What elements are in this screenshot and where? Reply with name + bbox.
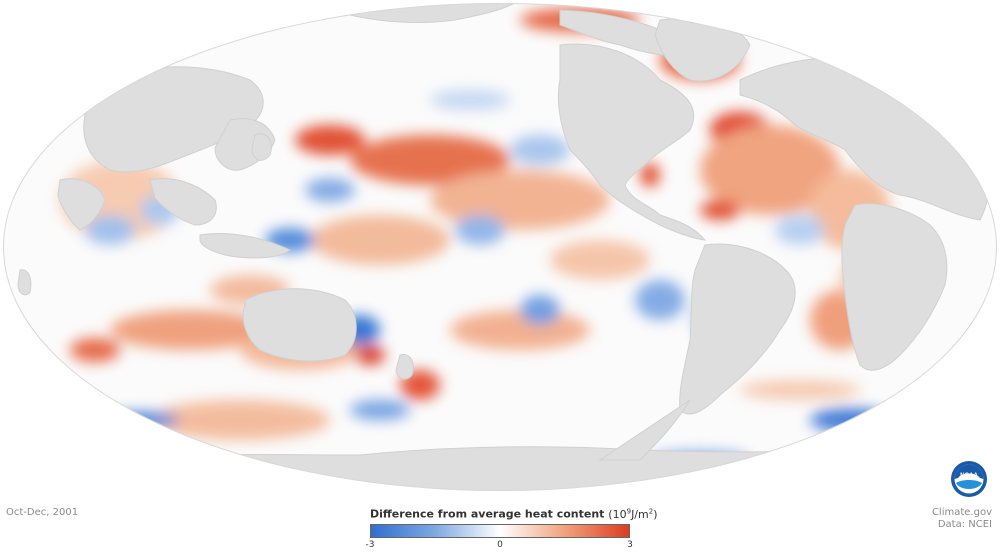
indonesia [199,232,291,259]
north-america [557,43,707,241]
svg-text:NOAA: NOAA [960,473,978,479]
antarctic-peninsula [598,399,691,461]
africa [841,203,948,371]
credit-source: Climate.gov [931,507,992,518]
legend-tick-max: 3 [627,539,633,550]
date-label: Oct-Dec, 2001 [6,507,79,518]
madagascar [17,269,32,296]
world-heat-content-map [3,3,997,491]
new-zealand [395,353,414,380]
credit-data: Data: NCEI [937,519,992,530]
legend-title: Difference from average heat content (10… [370,507,658,521]
legend-tick-mid: 0 [497,539,503,550]
legend-title-text: Difference from average heat content [370,507,605,521]
legend: Difference from average heat content (10… [366,507,658,550]
credits: Climate.gov Data: NCEI [932,507,992,531]
legend-colorbar [370,523,630,538]
noaa-logo: NOAA [951,461,987,497]
southeast-asia [149,178,217,226]
australia [242,288,357,362]
legend-ticks: -3 0 3 [366,538,633,550]
south-america [679,243,796,415]
japan [251,133,272,161]
legend-tick-min: -3 [365,539,375,550]
india [57,178,106,231]
legend-units: (109J/m2) [608,507,658,521]
